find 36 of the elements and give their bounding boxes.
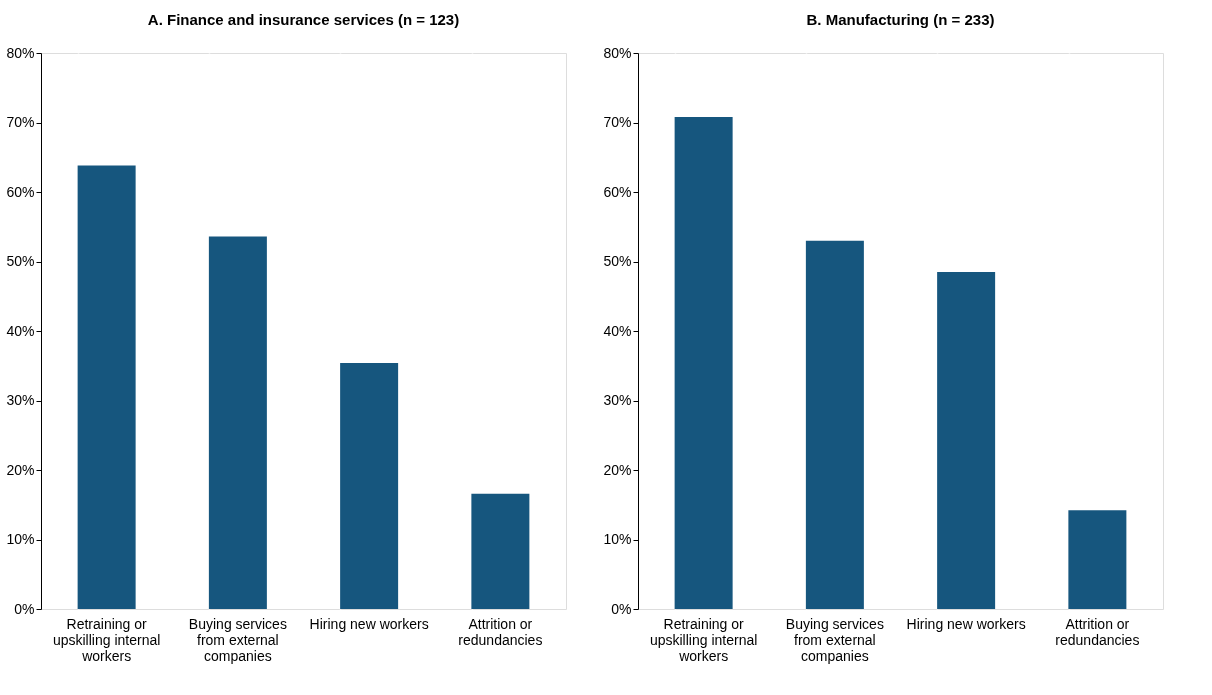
bar <box>77 165 136 609</box>
y-tick-label: 80% <box>603 44 632 61</box>
y-tick-label: 50% <box>6 253 35 269</box>
x-tick-label: Hiring new workers <box>309 615 429 632</box>
y-tick-label: 70% <box>603 114 632 130</box>
y-tick-label: 0% <box>14 600 35 617</box>
y-tick-label: 10% <box>603 531 632 547</box>
x-tick-label: Attrition or redundancies <box>458 615 543 648</box>
y-tick-label: 50% <box>603 253 632 269</box>
bar <box>471 493 530 609</box>
bar <box>674 116 733 609</box>
y-tick-label: 40% <box>6 322 35 339</box>
x-tick-label: Retraining or upskilling internal workers <box>649 615 758 664</box>
y-tick-label: 20% <box>603 461 632 478</box>
y-tick-label: 10% <box>6 531 35 547</box>
y-tick-label: 60% <box>603 183 632 200</box>
y-tick-label: 20% <box>6 461 35 478</box>
y-tick-label: 30% <box>6 392 35 408</box>
x-tick-label: Buying services from external companies <box>188 615 287 664</box>
x-tick-label: Retraining or upskilling internal workers <box>52 615 161 664</box>
chart-title: A. Finance and insurance services (n = 123) <box>147 11 460 28</box>
bar <box>937 271 996 609</box>
y-tick-label: 70% <box>6 114 35 130</box>
y-tick-label: 80% <box>6 44 35 61</box>
y-tick-label: 40% <box>603 322 632 339</box>
bar <box>805 240 864 609</box>
y-tick-label: 30% <box>603 392 632 408</box>
x-tick-label: Hiring new workers <box>906 615 1026 632</box>
y-tick-label: 60% <box>6 183 35 200</box>
bar <box>340 362 399 609</box>
y-tick-label: 0% <box>611 600 632 617</box>
bar <box>1068 510 1127 609</box>
bar <box>208 236 267 609</box>
chart-title: B. Manufacturing (n = 233) <box>806 11 995 28</box>
x-tick-label: Attrition or redundancies <box>1055 615 1140 648</box>
x-tick-label: Buying services from external companies <box>785 615 884 664</box>
